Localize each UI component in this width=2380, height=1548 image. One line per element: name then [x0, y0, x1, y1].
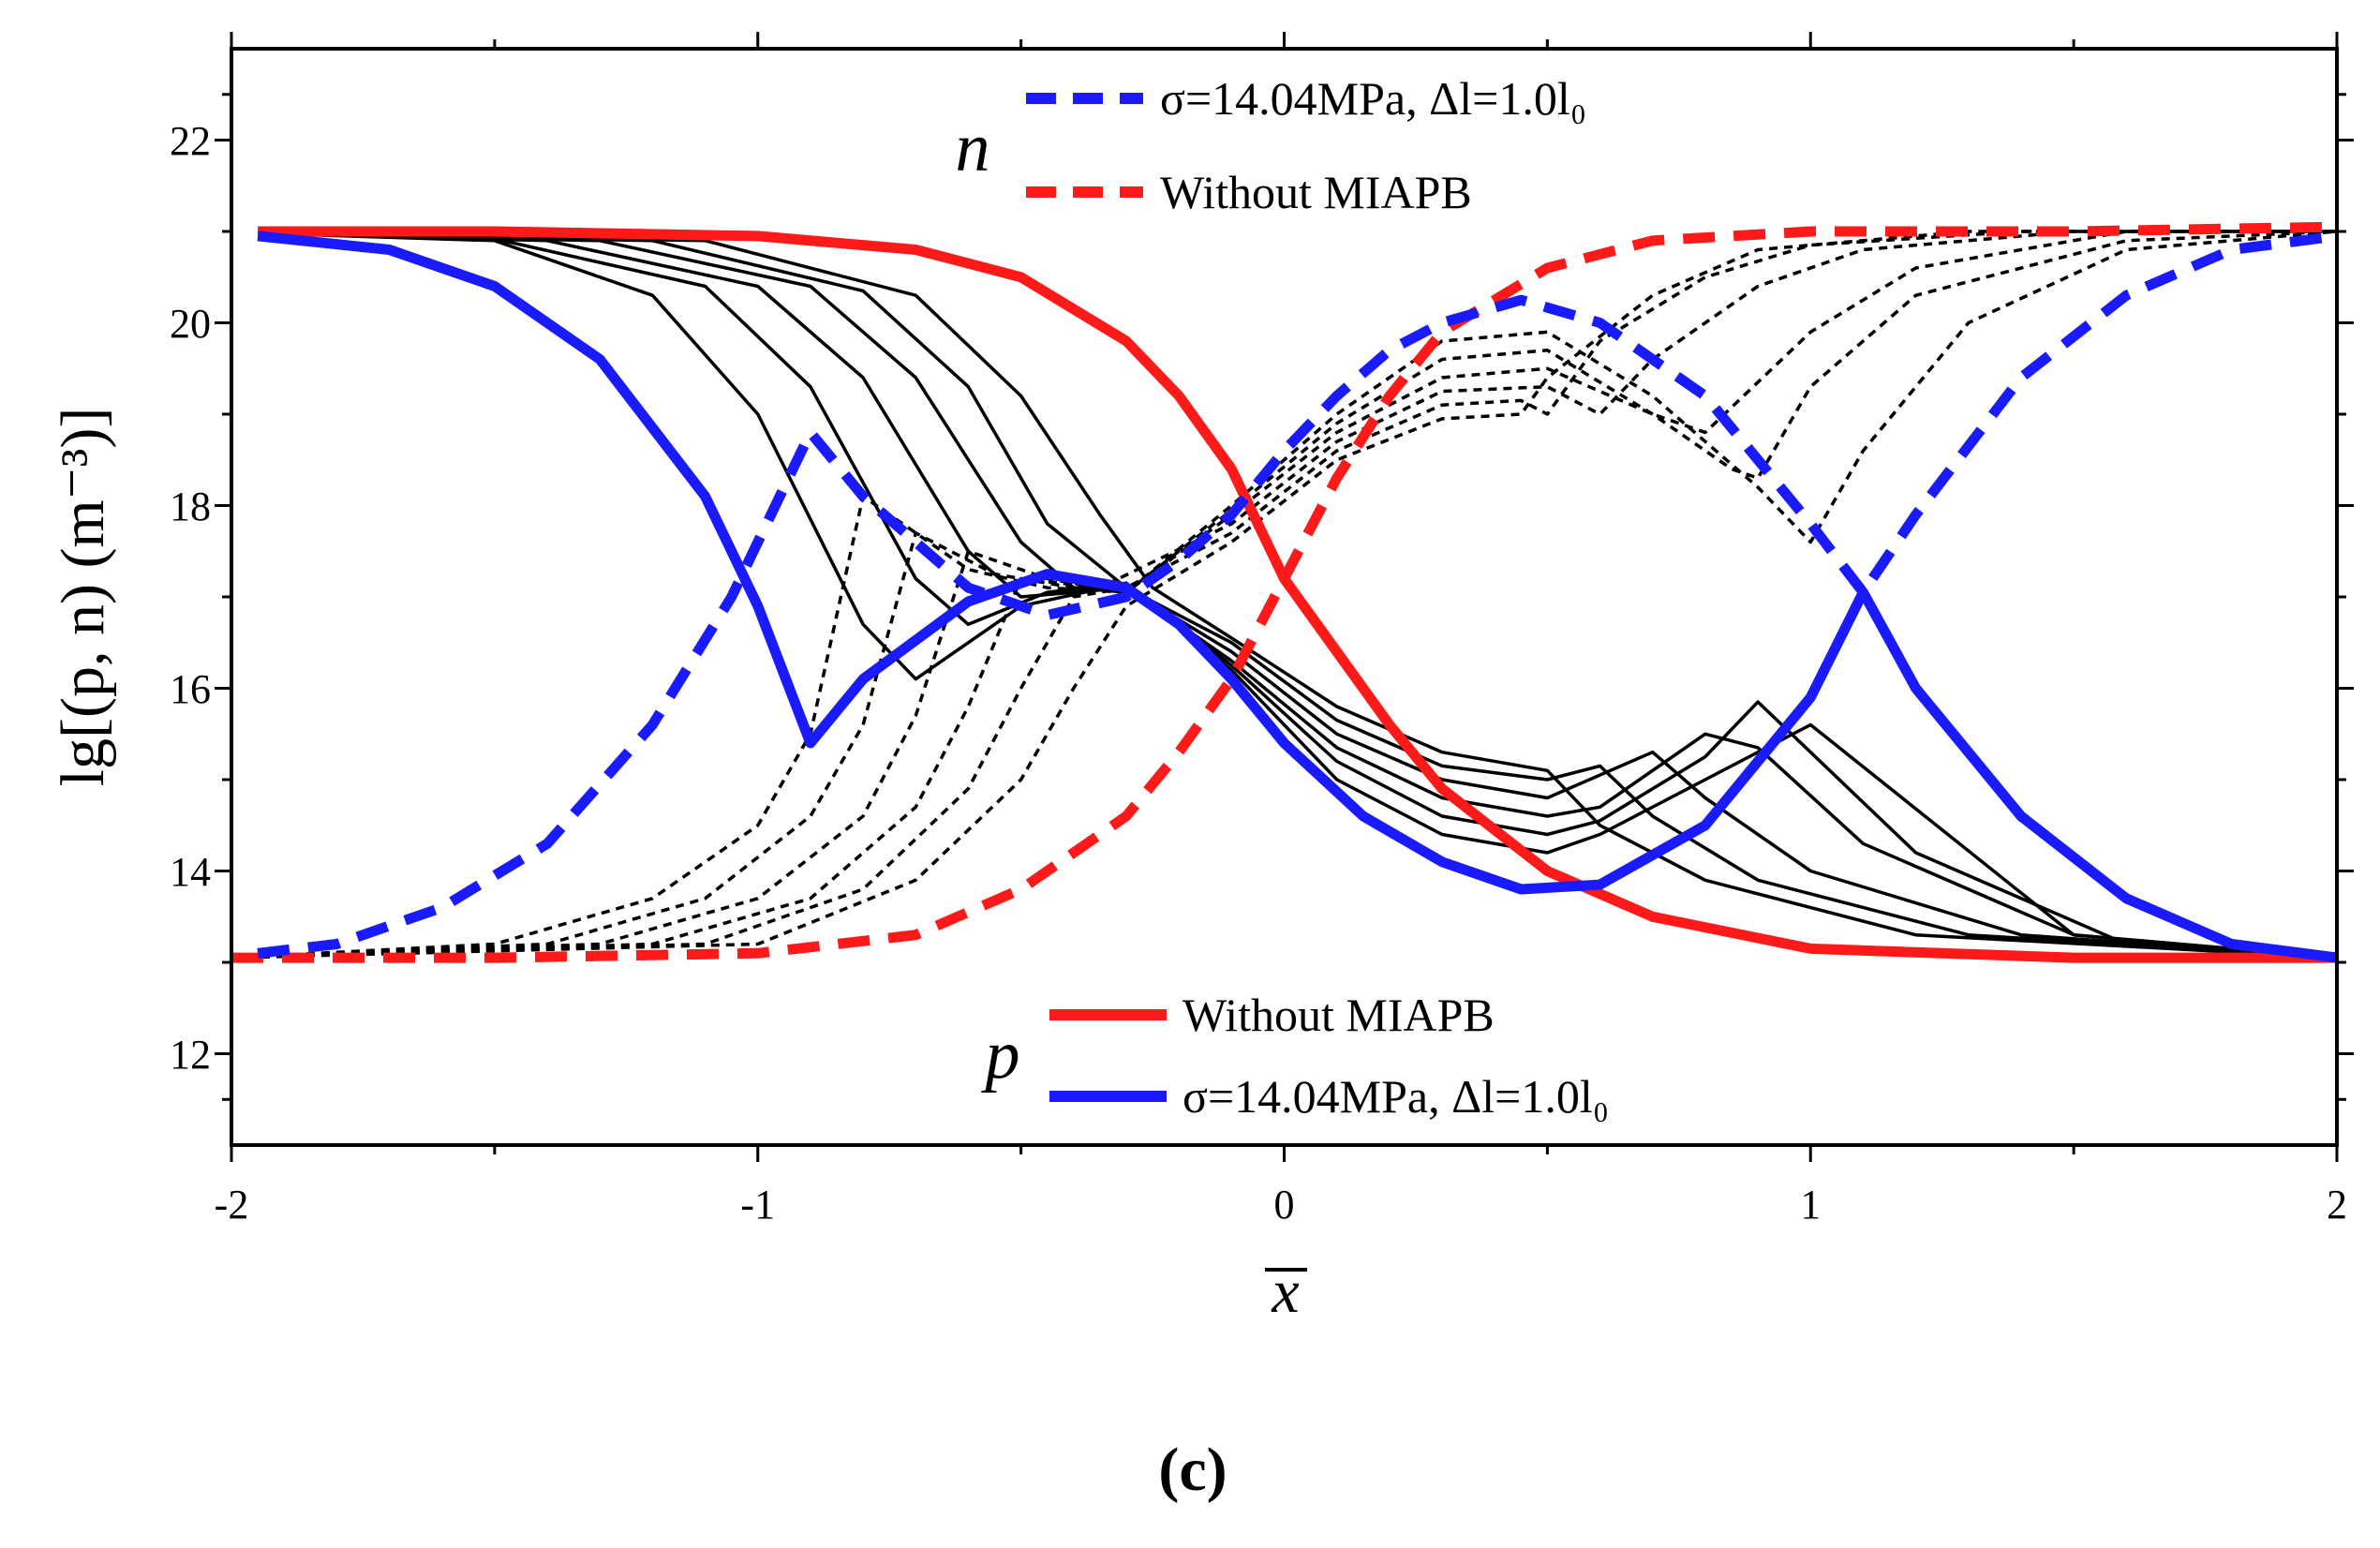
series-layer	[231, 221, 2337, 963]
legend-p-symbol: p	[981, 1017, 1020, 1094]
series-line-12	[231, 230, 2337, 960]
series-line-3	[257, 231, 2337, 959]
x-tick-label: 1	[1800, 1182, 1821, 1228]
series-line-6	[258, 231, 2337, 960]
y-tick-label: 22	[170, 118, 211, 164]
series-line-4	[258, 231, 2337, 960]
series-line-13	[231, 230, 2337, 960]
series-line-14	[231, 230, 2337, 960]
y-tick-label: 14	[170, 849, 211, 895]
y-tick-label: 20	[170, 301, 211, 347]
series-line-7	[258, 231, 2337, 960]
series-line-9	[258, 231, 2337, 960]
y-tick-label: 16	[170, 666, 211, 712]
legend-n-label-red: Without MIAPB	[1160, 166, 1472, 218]
series-line-8	[258, 231, 2337, 960]
legend-p-label-blue: σ=14.04MPa, Δl=1.0l₀	[1183, 1070, 1609, 1123]
legend-n-label-blue: σ=14.04MPa, Δl=1.0l₀	[1160, 72, 1586, 125]
x-tick-label: 0	[1274, 1182, 1295, 1228]
series-line-11	[231, 230, 2337, 960]
panel-label: (c)	[1158, 1436, 1227, 1504]
legend-n-symbol: n	[956, 110, 990, 186]
x-axis-title: x	[1271, 1258, 1299, 1326]
y-tick-label: 12	[170, 1032, 211, 1078]
x-tick-label: -2	[215, 1182, 249, 1228]
series-line-10	[231, 230, 2337, 960]
axis-ticks	[215, 32, 2354, 1162]
x-tick-label: -1	[740, 1182, 775, 1228]
series-line-1	[231, 221, 2337, 963]
y-axis-title: lg[(p, n) (m⁻³)]	[49, 408, 117, 787]
x-tick-label: 2	[2327, 1182, 2347, 1228]
series-line-2	[257, 231, 2337, 963]
legend-p-label-red: Without MIAPB	[1183, 989, 1495, 1041]
y-tick-label: 18	[170, 484, 211, 529]
